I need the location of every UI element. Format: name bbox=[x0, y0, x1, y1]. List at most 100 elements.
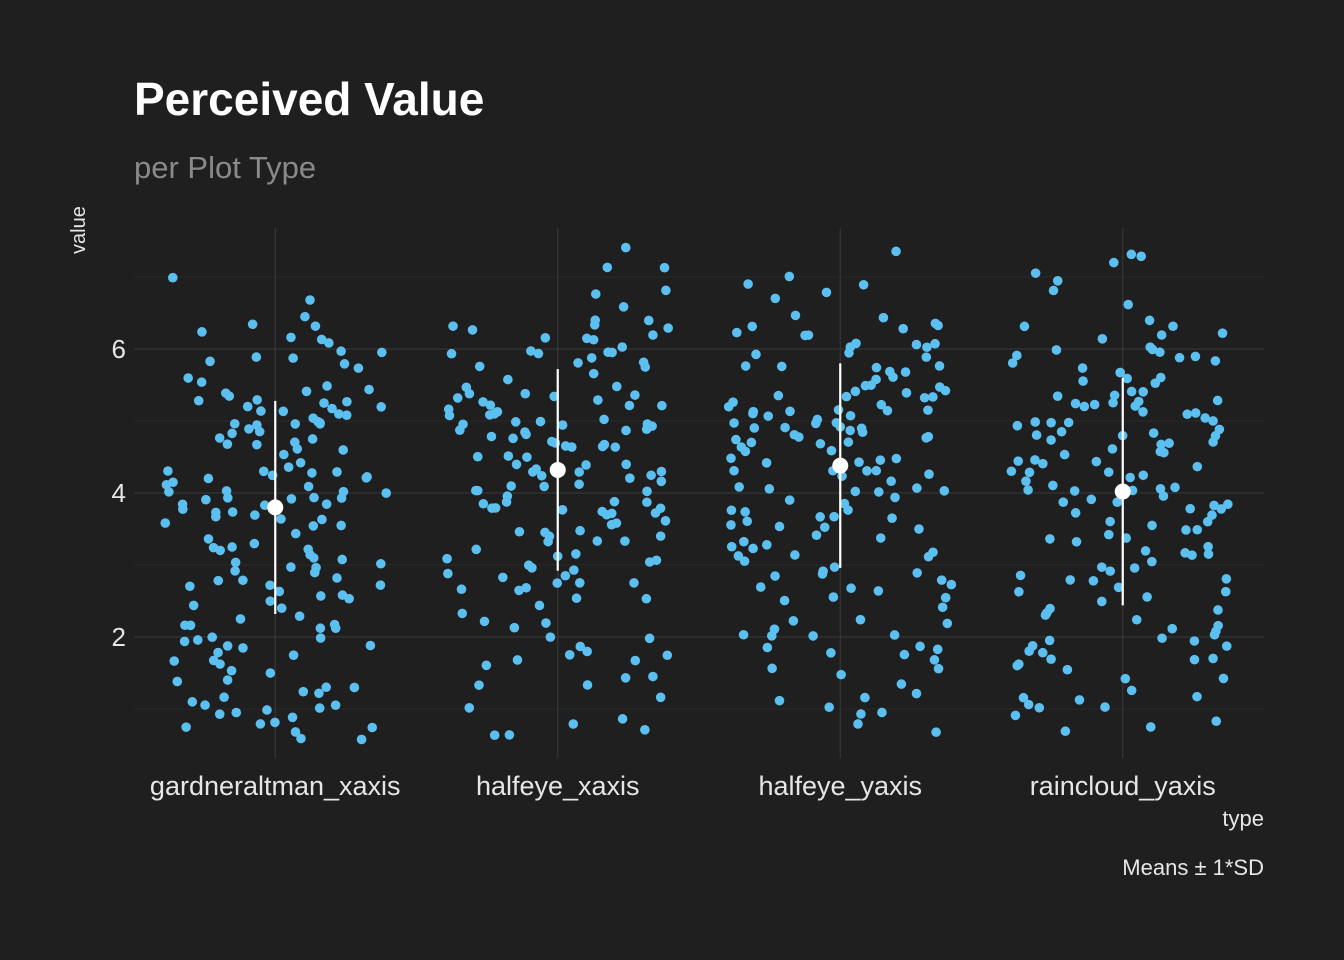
data-point bbox=[1046, 417, 1056, 428]
data-point bbox=[731, 434, 741, 445]
data-point bbox=[939, 486, 950, 496]
data-point bbox=[252, 395, 262, 405]
data-point bbox=[213, 647, 223, 658]
data-point bbox=[249, 538, 260, 549]
data-point bbox=[1044, 635, 1055, 646]
data-point bbox=[314, 688, 324, 699]
data-point bbox=[860, 380, 871, 391]
data-point bbox=[508, 433, 518, 444]
data-point bbox=[231, 707, 242, 718]
data-point bbox=[929, 655, 940, 665]
data-point bbox=[625, 473, 635, 483]
data-point bbox=[657, 400, 667, 411]
data-point bbox=[1144, 315, 1155, 326]
data-point bbox=[160, 518, 171, 528]
data-point bbox=[1125, 472, 1135, 483]
x-tick-label: gardneraltman_xaxis bbox=[150, 771, 401, 801]
data-point bbox=[498, 572, 508, 583]
data-point bbox=[773, 390, 784, 401]
data-point bbox=[933, 320, 943, 331]
data-point bbox=[790, 550, 800, 560]
data-point bbox=[1059, 449, 1070, 460]
data-point bbox=[937, 602, 948, 613]
data-point bbox=[891, 246, 901, 257]
data-point bbox=[464, 388, 475, 399]
data-point bbox=[606, 519, 617, 530]
data-point bbox=[1048, 285, 1059, 296]
data-point bbox=[1108, 397, 1118, 408]
data-point bbox=[290, 419, 301, 429]
chart-caption: Means ± 1*SD bbox=[1122, 855, 1264, 880]
data-point bbox=[353, 363, 364, 373]
data-point bbox=[738, 629, 749, 640]
data-point bbox=[790, 310, 801, 321]
data-point bbox=[547, 436, 557, 447]
data-point bbox=[201, 494, 211, 505]
data-point bbox=[588, 368, 599, 379]
data-point bbox=[1221, 641, 1232, 651]
data-point bbox=[1158, 491, 1169, 501]
data-point bbox=[303, 481, 314, 492]
data-point bbox=[1074, 695, 1085, 705]
data-point bbox=[356, 734, 367, 745]
x-tick-label: raincloud_yaxis bbox=[1030, 771, 1216, 801]
data-point bbox=[341, 410, 352, 420]
data-point bbox=[276, 514, 286, 524]
data-point bbox=[203, 534, 214, 544]
data-point bbox=[826, 648, 836, 658]
data-point bbox=[288, 353, 298, 363]
mean-point bbox=[267, 499, 284, 516]
data-point bbox=[511, 459, 522, 470]
data-point bbox=[364, 384, 374, 395]
data-point bbox=[544, 531, 555, 542]
data-point bbox=[620, 672, 631, 683]
data-point bbox=[856, 709, 866, 719]
data-point bbox=[290, 528, 301, 539]
data-point bbox=[1048, 480, 1058, 491]
data-point bbox=[1203, 549, 1214, 559]
data-point bbox=[376, 402, 386, 412]
data-point bbox=[192, 635, 203, 645]
data-point bbox=[1142, 592, 1152, 602]
data-point bbox=[305, 295, 315, 305]
data-point bbox=[349, 682, 360, 693]
data-point bbox=[844, 348, 854, 358]
data-point bbox=[1147, 520, 1157, 531]
data-point bbox=[642, 486, 652, 497]
data-point bbox=[288, 650, 299, 660]
data-point bbox=[244, 424, 254, 434]
data-point bbox=[815, 512, 825, 522]
data-point bbox=[1031, 430, 1042, 440]
data-point bbox=[307, 468, 317, 478]
data-point bbox=[164, 487, 174, 497]
data-point bbox=[227, 507, 238, 517]
data-point bbox=[1218, 673, 1229, 684]
data-point bbox=[630, 390, 640, 400]
data-point bbox=[254, 426, 265, 437]
data-point bbox=[478, 397, 488, 407]
data-point bbox=[1189, 654, 1200, 665]
x-tick-label: halfeye_xaxis bbox=[476, 771, 640, 801]
data-point bbox=[932, 644, 943, 655]
data-point bbox=[187, 697, 198, 707]
data-point bbox=[566, 442, 577, 452]
data-point bbox=[821, 287, 832, 298]
data-point bbox=[536, 470, 547, 481]
data-point bbox=[213, 575, 224, 586]
data-point bbox=[912, 483, 922, 493]
data-point bbox=[274, 586, 285, 597]
data-point bbox=[891, 453, 902, 464]
data-point bbox=[442, 553, 452, 564]
data-point bbox=[663, 323, 673, 333]
data-point bbox=[1155, 347, 1165, 358]
data-point bbox=[336, 520, 346, 531]
data-point bbox=[163, 466, 173, 476]
data-point bbox=[1211, 716, 1222, 727]
data-point bbox=[1192, 524, 1203, 535]
data-point bbox=[915, 641, 925, 652]
data-point bbox=[630, 655, 641, 666]
data-point bbox=[339, 359, 350, 369]
data-point bbox=[1014, 586, 1024, 597]
data-point bbox=[1037, 647, 1048, 658]
